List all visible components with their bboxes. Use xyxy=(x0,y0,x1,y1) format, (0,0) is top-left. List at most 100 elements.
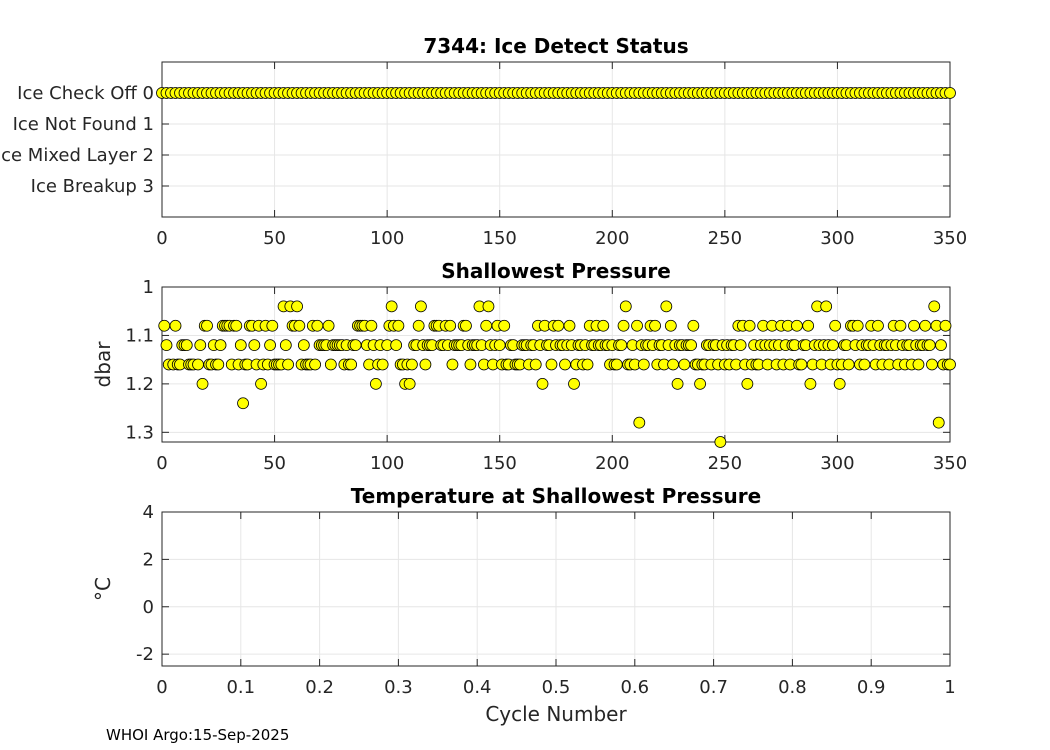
data-point xyxy=(563,319,576,332)
data-point xyxy=(482,300,495,313)
data-point xyxy=(935,339,947,352)
data-point xyxy=(829,319,842,332)
x-tick-label: 100 xyxy=(370,453,404,474)
x-tick-label: 0.2 xyxy=(305,677,334,698)
x-tick-label: 200 xyxy=(595,453,629,474)
y-axis-label: dbar xyxy=(91,341,115,388)
x-tick-label: 50 xyxy=(263,228,286,249)
data-point xyxy=(255,377,267,390)
data-point xyxy=(833,377,846,390)
data-point xyxy=(194,339,207,352)
data-point xyxy=(365,319,378,332)
x-tick-label: 250 xyxy=(708,228,742,249)
data-point xyxy=(192,358,204,371)
x-tick-label: 300 xyxy=(820,453,854,474)
data-point xyxy=(392,319,405,332)
x-tick-label: 150 xyxy=(483,228,517,249)
data-point xyxy=(446,358,459,371)
data-point xyxy=(851,319,864,332)
x-tick-label: 0 xyxy=(156,228,167,249)
x-tick-label: 200 xyxy=(595,228,629,249)
y-tick-label: Ice Mixed Layer 2 xyxy=(0,145,154,166)
data-point xyxy=(804,377,817,390)
data-point xyxy=(160,339,173,352)
data-point xyxy=(293,319,306,332)
data-point xyxy=(349,339,362,352)
plot-area xyxy=(162,62,950,217)
data-point xyxy=(741,377,754,390)
data-point xyxy=(385,300,398,313)
data-point xyxy=(610,358,623,371)
data-point xyxy=(237,397,249,410)
data-point xyxy=(619,300,632,313)
data-point xyxy=(214,339,227,352)
data-point xyxy=(944,358,956,371)
data-point xyxy=(923,339,936,352)
data-point xyxy=(412,319,425,332)
data-point xyxy=(827,339,839,352)
chart-3: 0 0.1 0.2 0.3 0.4 0.5 0.6 0.7 0.8 0.9 1-2024Temper… xyxy=(91,484,956,726)
data-point xyxy=(559,358,571,371)
data-point xyxy=(802,319,815,332)
data-point xyxy=(928,300,941,313)
data-point xyxy=(415,300,427,313)
data-point xyxy=(369,377,382,390)
x-tick-label: 0.7 xyxy=(699,677,728,698)
chart-title: 7344: Ice Detect Status xyxy=(423,34,688,58)
x-tick-label: 0.3 xyxy=(384,677,413,698)
x-tick-label: 0.9 xyxy=(857,677,886,698)
y-tick-label: 2 xyxy=(143,549,154,570)
data-point xyxy=(664,319,677,332)
data-point xyxy=(908,319,920,332)
data-point xyxy=(743,319,756,332)
data-point xyxy=(297,339,310,352)
y-axis-label: °C xyxy=(91,577,115,601)
x-tick-label: 350 xyxy=(933,453,967,474)
chart-title: Temperature at Shallowest Pressure xyxy=(351,484,761,508)
data-point xyxy=(234,339,247,352)
data-point xyxy=(912,358,925,371)
data-point xyxy=(498,319,511,332)
data-point xyxy=(597,319,610,332)
data-point xyxy=(795,358,808,371)
data-point xyxy=(230,319,243,332)
data-point xyxy=(529,358,542,371)
data-point xyxy=(345,358,358,371)
y-tick-label: Ice Not Found 1 xyxy=(13,114,154,135)
data-point xyxy=(536,377,549,390)
data-point xyxy=(403,377,416,390)
data-point xyxy=(944,87,956,99)
data-point xyxy=(464,358,477,371)
x-tick-label: 100 xyxy=(370,228,404,249)
x-tick-label: 50 xyxy=(263,453,286,474)
data-point xyxy=(581,358,594,371)
data-point xyxy=(714,436,727,448)
data-point xyxy=(266,319,279,332)
x-tick-label: 350 xyxy=(933,228,967,249)
x-tick-label: 0 xyxy=(156,677,167,698)
data-point xyxy=(493,339,506,352)
x-tick-label: 1 xyxy=(944,677,955,698)
data-point xyxy=(248,339,261,352)
y-tick-label: 4 xyxy=(143,502,154,523)
data-point xyxy=(311,319,324,332)
data-point xyxy=(309,358,321,371)
y-tick-label: 1.1 xyxy=(125,325,154,346)
data-point xyxy=(390,339,403,352)
data-point xyxy=(376,358,389,371)
data-point xyxy=(667,358,679,371)
data-point xyxy=(872,319,884,332)
data-point xyxy=(545,358,558,371)
data-point xyxy=(201,319,213,332)
y-tick-label: 1 xyxy=(143,277,154,298)
data-point xyxy=(660,300,673,313)
data-point xyxy=(842,358,855,371)
chart-1: 0 50 100 150 200 250 300 350 Ice Check Off 0 Ice … xyxy=(0,34,967,249)
x-tick-label: 150 xyxy=(483,453,517,474)
data-point xyxy=(212,358,225,371)
data-point xyxy=(568,377,580,390)
y-tick-label: 0 xyxy=(143,597,154,618)
data-point xyxy=(552,319,565,332)
y-tick-label: 1.3 xyxy=(125,422,154,443)
